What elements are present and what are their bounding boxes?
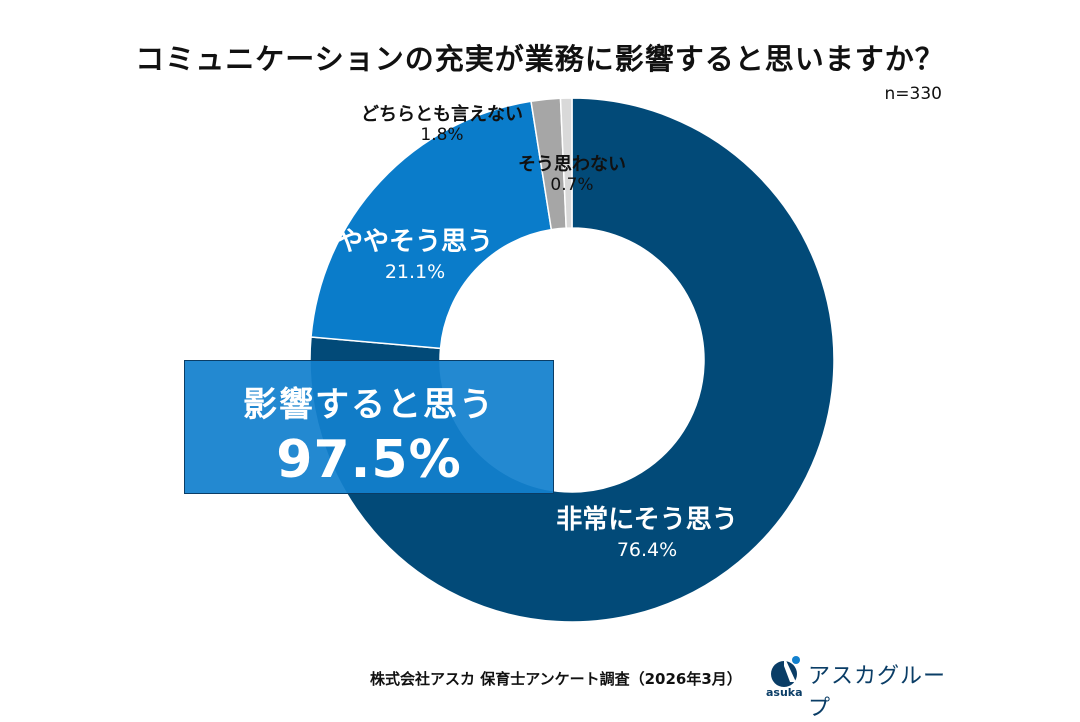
- chart-title: コミュニケーションの充実が業務に影響すると思いますか？: [135, 42, 945, 76]
- brand-name: アスカグループ: [808, 664, 947, 721]
- highlight-value: 97.5%: [276, 430, 462, 490]
- slice-2: [310, 100, 553, 350]
- highlight-label: 影響すると思う: [243, 385, 495, 425]
- highlight-box: 影響すると思う 97.5%: [184, 360, 554, 494]
- slice-value-3: 1.8%: [420, 125, 463, 145]
- slice-label-2: ややそう思う: [337, 227, 493, 257]
- slice-label-4: そう思わない: [518, 154, 626, 175]
- brand-sub: asuka: [766, 686, 803, 699]
- slice-label-3: どちらとも言えない: [361, 103, 523, 125]
- slice-value-1: 76.4%: [617, 539, 677, 561]
- sample-size: n=330: [884, 84, 942, 104]
- brand-logo: asuka アスカグループ: [764, 652, 954, 721]
- slice-label-1: 非常にそう思う: [556, 505, 737, 535]
- footer-source: 株式会社アスカ 保育士アンケート調査（2026年3月）: [370, 670, 742, 688]
- slice-value-2: 21.1%: [385, 261, 445, 283]
- slice-4: [559, 97, 573, 229]
- brand-mark-icon: [771, 656, 800, 687]
- slice-value-4: 0.7%: [550, 175, 593, 195]
